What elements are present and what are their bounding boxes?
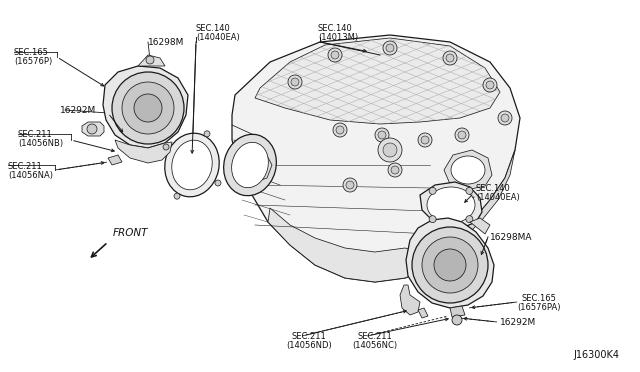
Circle shape: [434, 249, 466, 281]
Circle shape: [331, 51, 339, 59]
Text: (16576PA): (16576PA): [517, 303, 561, 312]
Circle shape: [486, 81, 494, 89]
Circle shape: [146, 56, 154, 64]
Circle shape: [452, 315, 462, 325]
Circle shape: [204, 131, 210, 137]
Circle shape: [174, 193, 180, 199]
Circle shape: [391, 166, 399, 174]
Circle shape: [429, 187, 436, 194]
Polygon shape: [455, 150, 515, 240]
Circle shape: [378, 131, 386, 139]
Circle shape: [421, 136, 429, 144]
Circle shape: [288, 75, 302, 89]
Circle shape: [87, 124, 97, 134]
Circle shape: [446, 54, 454, 62]
Circle shape: [498, 111, 512, 125]
Text: 16292M: 16292M: [500, 318, 536, 327]
Text: 16298MA: 16298MA: [490, 233, 532, 242]
Circle shape: [112, 72, 184, 144]
Polygon shape: [115, 140, 172, 163]
Ellipse shape: [232, 142, 268, 188]
Text: SEC.165: SEC.165: [14, 48, 49, 57]
Text: 16292M: 16292M: [60, 106, 96, 115]
Circle shape: [422, 237, 478, 293]
Circle shape: [336, 126, 344, 134]
Text: SEC.140: SEC.140: [476, 184, 511, 193]
Text: (14040EA): (14040EA): [476, 193, 520, 202]
Polygon shape: [418, 308, 428, 318]
Text: (14013M): (14013M): [318, 33, 358, 42]
Polygon shape: [268, 208, 430, 282]
Circle shape: [458, 131, 466, 139]
Circle shape: [328, 48, 342, 62]
Text: SEC.211: SEC.211: [291, 332, 326, 341]
Text: SEC.211: SEC.211: [18, 130, 52, 139]
Ellipse shape: [172, 140, 212, 190]
Polygon shape: [138, 55, 165, 66]
Text: (14040EA): (14040EA): [196, 33, 240, 42]
Polygon shape: [232, 148, 272, 183]
Text: (14056NA): (14056NA): [8, 171, 53, 180]
Polygon shape: [420, 182, 482, 228]
Circle shape: [429, 216, 436, 223]
Text: SEC.140: SEC.140: [318, 24, 353, 33]
Polygon shape: [103, 66, 188, 148]
Polygon shape: [444, 150, 492, 190]
Circle shape: [466, 216, 473, 223]
Polygon shape: [400, 285, 420, 315]
Circle shape: [291, 78, 299, 86]
Circle shape: [122, 82, 174, 134]
Polygon shape: [470, 218, 490, 234]
Ellipse shape: [164, 133, 220, 197]
Circle shape: [163, 144, 169, 150]
Circle shape: [386, 44, 394, 52]
Circle shape: [443, 51, 457, 65]
Circle shape: [346, 181, 354, 189]
Circle shape: [343, 178, 357, 192]
Circle shape: [501, 114, 509, 122]
Circle shape: [483, 78, 497, 92]
Text: (16576P): (16576P): [14, 57, 52, 66]
Circle shape: [215, 180, 221, 186]
Polygon shape: [255, 38, 500, 124]
Polygon shape: [406, 218, 494, 308]
Text: (14056NB): (14056NB): [18, 139, 63, 148]
Text: SEC.165: SEC.165: [521, 294, 556, 303]
Circle shape: [412, 227, 488, 303]
Polygon shape: [450, 306, 465, 317]
Ellipse shape: [223, 134, 276, 196]
Text: FRONT: FRONT: [113, 228, 148, 238]
Text: SEC.211: SEC.211: [357, 332, 392, 341]
Text: (14056ND): (14056ND): [286, 341, 332, 350]
Circle shape: [466, 187, 473, 194]
Circle shape: [383, 143, 397, 157]
Circle shape: [134, 94, 162, 122]
Text: J16300K4: J16300K4: [573, 350, 619, 360]
Text: SEC.211: SEC.211: [8, 162, 43, 171]
Circle shape: [455, 128, 469, 142]
Circle shape: [418, 133, 432, 147]
Text: (14056NC): (14056NC): [352, 341, 397, 350]
Circle shape: [333, 123, 347, 137]
Ellipse shape: [451, 156, 485, 184]
Polygon shape: [232, 35, 520, 282]
Circle shape: [378, 138, 402, 162]
Circle shape: [375, 128, 389, 142]
Ellipse shape: [427, 187, 475, 223]
Text: 16298M: 16298M: [148, 38, 184, 47]
Polygon shape: [82, 122, 104, 136]
Circle shape: [383, 41, 397, 55]
Text: SEC.140: SEC.140: [196, 24, 231, 33]
Polygon shape: [108, 155, 122, 165]
Circle shape: [388, 163, 402, 177]
